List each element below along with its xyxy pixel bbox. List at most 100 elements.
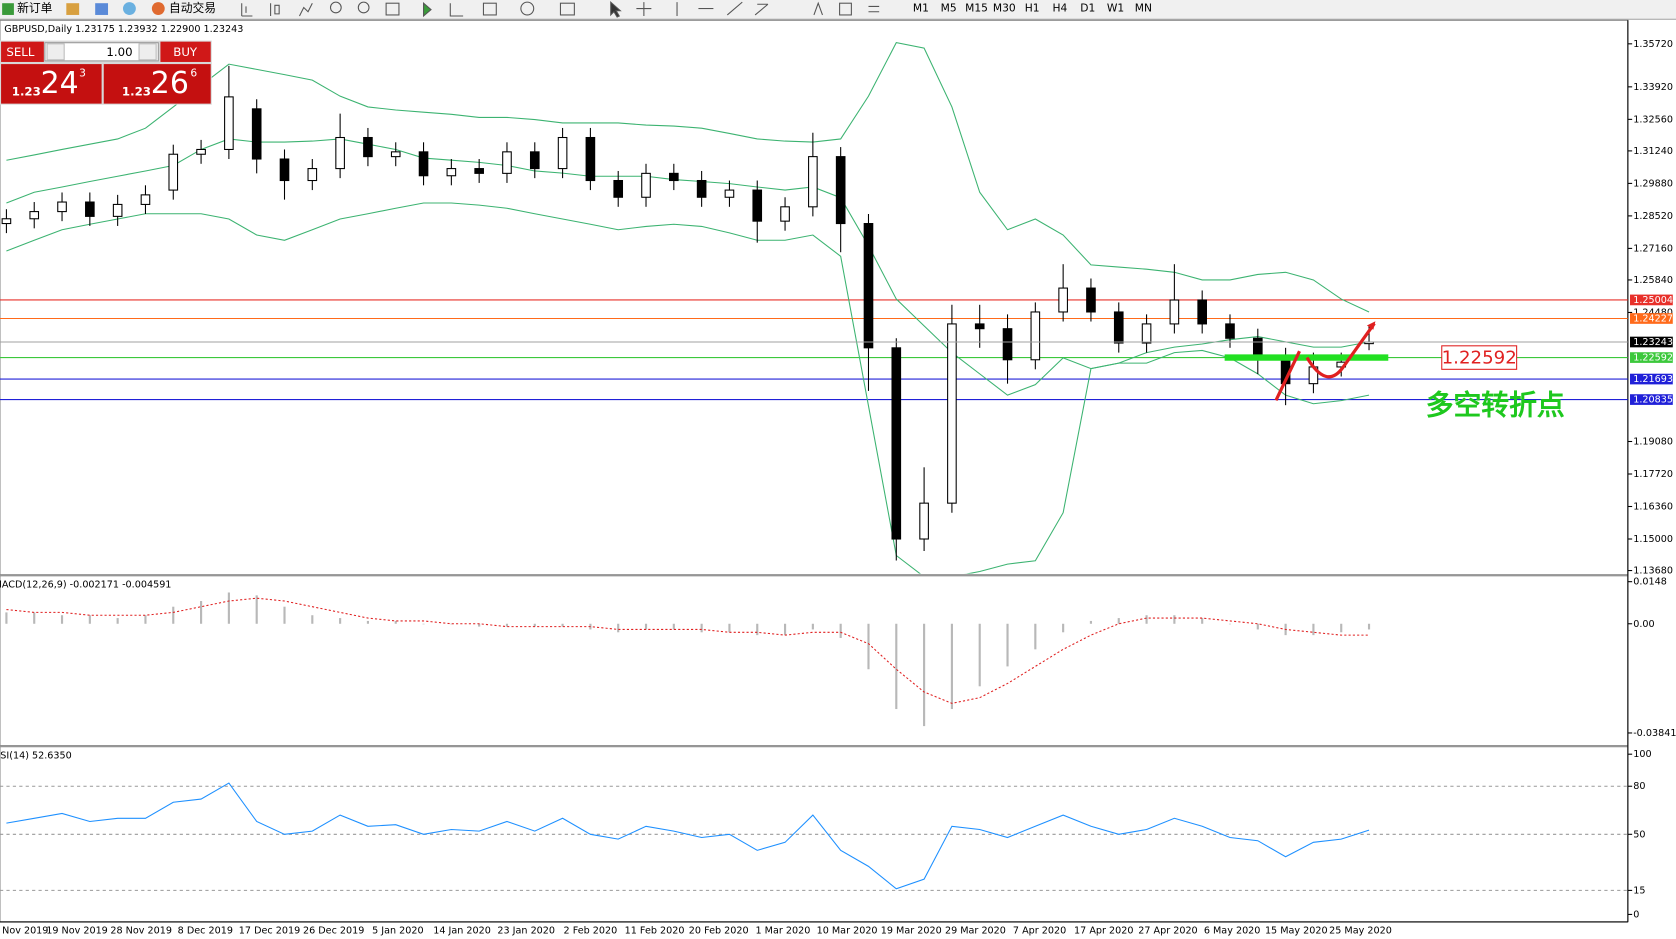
- level-price-tag: [1630, 294, 1673, 306]
- macd-bar: [88, 615, 91, 624]
- lot-field[interactable]: [44, 42, 159, 62]
- current-price-label: 1.23243: [1633, 337, 1673, 348]
- x-tick-label: 2 Feb 2020: [564, 925, 618, 936]
- timeframe-button[interactable]: M1: [913, 2, 929, 15]
- price-annotation: 1.22592: [1442, 348, 1517, 369]
- zoom-out[interactable]: [357, 1, 370, 14]
- sell-price-big: 1.23: [12, 84, 41, 98]
- y-tick-label: 1.32560: [1633, 114, 1673, 125]
- sell-button[interactable]: [1, 41, 44, 62]
- candle-body: [1169, 299, 1180, 325]
- buy-price-box[interactable]: [103, 64, 211, 104]
- timeframe-button[interactable]: H1: [1025, 2, 1040, 15]
- timeframe-button[interactable]: W1: [1107, 2, 1124, 15]
- auto-trading-icon[interactable]: [151, 2, 165, 15]
- candle-body: [1113, 311, 1124, 344]
- periods[interactable]: [520, 1, 535, 16]
- y-tick-label: 1.27160: [1633, 243, 1673, 254]
- level-price-label: 1.25004: [1633, 295, 1673, 306]
- level-price-label: 1.22592: [1633, 353, 1673, 364]
- candle-body: [1058, 287, 1068, 313]
- icon[interactable]: [66, 3, 80, 15]
- buy-label[interactable]: BUY: [173, 45, 198, 59]
- macd-bar: [116, 618, 119, 624]
- macd-bar: [172, 606, 175, 624]
- candle-body: [1002, 328, 1013, 361]
- candle-body: [1086, 287, 1096, 313]
- price-annotation-box: [1441, 345, 1518, 370]
- level-price-tag: [1630, 394, 1673, 405]
- macd-bar: [450, 623, 453, 625]
- label-tool[interactable]: [839, 2, 852, 16]
- templates[interactable]: [559, 2, 575, 16]
- lot-value[interactable]: 1.00: [106, 45, 132, 59]
- candle-body: [613, 179, 624, 198]
- icon[interactable]: [298, 2, 313, 17]
- macd-bar: [366, 620, 369, 624]
- macd-bar: [672, 623, 675, 630]
- timeframe-button[interactable]: M15: [965, 2, 988, 15]
- timeframe-button[interactable]: H4: [1053, 2, 1068, 15]
- macd-bar: [1117, 618, 1120, 624]
- arrows[interactable]: [868, 5, 880, 13]
- timeframe-button[interactable]: M5: [941, 2, 957, 15]
- icon[interactable]: [122, 2, 136, 15]
- timeframes: M1 M5 M15 M30 H1 H4 D1 W1 MN: [913, 2, 1152, 15]
- macd-bar: [1062, 623, 1065, 633]
- x-tick-label: 7 Apr 2020: [1013, 925, 1066, 936]
- x-tick-label: 5 Jan 2020: [372, 925, 424, 936]
- buy-price-sup: 6: [190, 67, 197, 80]
- macd-bar: [644, 623, 648, 630]
- text-tool[interactable]: [813, 1, 823, 16]
- icon[interactable]: [95, 3, 109, 15]
- macd-bar: [1034, 623, 1037, 650]
- candle-body: [279, 158, 290, 182]
- icon[interactable]: [385, 2, 400, 16]
- y-tick-label: 1.35720: [1633, 39, 1673, 50]
- cursor[interactable]: [610, 0, 622, 18]
- lot-up[interactable]: [138, 43, 157, 61]
- auto-trading-button[interactable]: 自动交易: [169, 1, 216, 15]
- indicators[interactable]: [482, 2, 497, 16]
- macd-panel: [0, 575, 1629, 747]
- y-tick-label: 1.19080: [1633, 437, 1673, 448]
- zoom-in[interactable]: [329, 1, 342, 14]
- new-order-button[interactable]: 新订单: [17, 1, 53, 15]
- macd-bar: [255, 595, 258, 624]
- candle-body: [251, 108, 262, 160]
- candle-body: [112, 203, 123, 217]
- sell-price-box[interactable]: [1, 64, 102, 104]
- macd-bar: [978, 623, 981, 687]
- bollinger-lower: [6, 202, 1370, 574]
- timeframe-button[interactable]: D1: [1080, 2, 1095, 15]
- candle-body: [307, 168, 318, 182]
- toolbar-icons: [241, 0, 880, 18]
- channels[interactable]: [754, 3, 769, 16]
- toolbar: 新订单 自动交易: [0, 0, 1676, 20]
- candle-body: [85, 201, 95, 217]
- sell-label[interactable]: SELL: [6, 45, 34, 59]
- icon[interactable]: [449, 3, 464, 17]
- icon[interactable]: [270, 3, 280, 17]
- x-tick-label: 6 May 2020: [1204, 925, 1261, 936]
- candle-body: [474, 168, 484, 174]
- timeframe-button[interactable]: M30: [993, 2, 1016, 15]
- trendline[interactable]: [726, 1, 743, 16]
- y-tick-label: 50: [1633, 829, 1645, 840]
- crosshair[interactable]: [636, 2, 652, 17]
- candle-body: [585, 136, 596, 182]
- lot-down[interactable]: [46, 43, 65, 61]
- candle-body: [363, 136, 373, 158]
- candle-body: [780, 206, 790, 222]
- icon[interactable]: [423, 2, 432, 18]
- new-order-icon[interactable]: [2, 3, 14, 15]
- x-tick-label: 14 Jan 2020: [433, 925, 491, 936]
- x-tick-label: 19 Nov 2019: [46, 925, 108, 936]
- timeframe-button[interactable]: MN: [1135, 2, 1152, 15]
- sell-price-main: 24: [41, 66, 79, 101]
- buy-button[interactable]: [160, 41, 211, 62]
- icon[interactable]: [241, 3, 253, 17]
- candle-body: [808, 156, 818, 208]
- candle-body: [1, 218, 12, 225]
- candle-body: [502, 151, 512, 174]
